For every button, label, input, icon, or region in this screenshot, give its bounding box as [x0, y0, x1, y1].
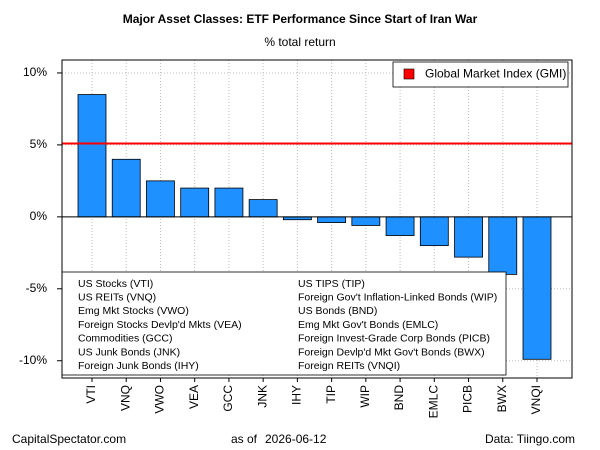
footer-date: 2026-06-12 — [265, 432, 327, 446]
bar — [146, 180, 175, 218]
category-legend-label: US REITs (VNQ) — [78, 291, 156, 303]
bar — [248, 199, 278, 218]
footer-source: CapitalSpectator.com — [12, 432, 126, 446]
x-tick-label: GCC — [221, 385, 235, 412]
x-tick-label: VTI — [84, 385, 98, 404]
legend-label: Global Market Index (GMI) — [425, 67, 566, 81]
category-legend-label: US Junk Bonds (JNK) — [78, 346, 180, 358]
legend-swatch — [403, 68, 415, 80]
y-tick-label: -10% — [19, 353, 47, 367]
category-legend-label: Foreign Devlp'd Mkt Gov't Bonds (BWX) — [298, 346, 485, 358]
category-legend-label: Foreign Junk Bonds (IHY) — [78, 360, 199, 372]
x-tick-label: JNK — [255, 385, 269, 408]
y-tick-label: 0% — [30, 209, 48, 223]
x-tick-label: IHY — [290, 385, 304, 405]
chart-title: Major Asset Classes: ETF Performance Sin… — [123, 12, 478, 26]
footer-data: Data: Tiingo.com — [485, 432, 575, 446]
y-tick-label: 10% — [23, 65, 47, 79]
category-legend-label: Foreign Stocks Devlp'd Mkts (VEA) — [78, 319, 242, 331]
bar — [351, 216, 381, 226]
category-legend-label: US TIPS (TIP) — [298, 278, 365, 290]
category-legend-box — [61, 271, 507, 376]
category-legend-label: US Bonds (BND) — [298, 305, 377, 317]
x-tick-label: WIP — [358, 385, 372, 408]
x-tick-label: TIP — [324, 385, 338, 404]
footer-date-prefix: as of — [231, 432, 258, 446]
bar — [454, 216, 483, 258]
bar — [419, 216, 449, 247]
category-legend-label: Emg Mkt Stocks (VWO) — [78, 305, 189, 317]
bar — [180, 187, 210, 218]
x-tick-label: PICB — [461, 385, 475, 413]
bar — [385, 216, 415, 236]
category-legend-label: Foreign REITs (VNQI) — [298, 360, 400, 372]
x-tick-label: BND — [392, 385, 406, 411]
x-tick-label: VNQI — [529, 385, 543, 414]
y-tick-label: 5% — [30, 137, 48, 151]
category-legend-label: Foreign Invest-Grade Corp Bonds (PICB) — [298, 333, 490, 345]
category-legend-label: Emg Mkt Gov't Bonds (EMLC) — [298, 319, 438, 331]
bar — [77, 94, 107, 218]
chart-subtitle: % total return — [264, 35, 335, 49]
x-tick-label: VNQ — [118, 385, 132, 411]
category-legend-label: Commodities (GCC) — [78, 333, 173, 345]
x-tick-label: VWO — [153, 385, 167, 414]
bar — [522, 216, 552, 360]
legend-box — [392, 61, 569, 88]
category-legend-label: Foreign Gov't Inflation-Linked Bonds (WI… — [298, 291, 497, 303]
y-tick-label: -5% — [26, 281, 48, 295]
x-tick-label: VEA — [187, 385, 201, 409]
bar — [488, 216, 518, 275]
category-legend-label: US Stocks (VTI) — [78, 278, 153, 290]
plot-frame — [61, 59, 573, 379]
x-tick-label: EMLC — [426, 385, 440, 419]
x-tick-label: BWX — [495, 385, 509, 412]
bar — [111, 158, 141, 218]
bar — [214, 187, 244, 218]
bar — [317, 216, 347, 223]
